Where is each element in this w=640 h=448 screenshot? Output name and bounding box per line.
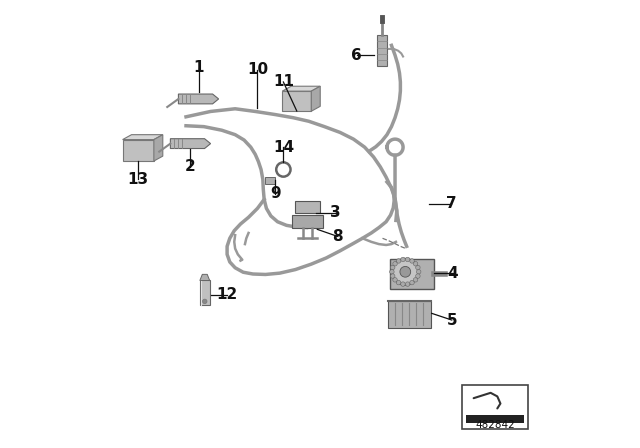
Polygon shape — [170, 139, 211, 149]
Text: 3: 3 — [330, 205, 341, 220]
Text: 482842: 482842 — [475, 420, 515, 430]
Circle shape — [415, 265, 420, 270]
Text: 10: 10 — [247, 62, 268, 78]
Circle shape — [396, 259, 401, 263]
Circle shape — [405, 257, 410, 262]
Polygon shape — [123, 140, 154, 161]
Circle shape — [390, 274, 395, 278]
Circle shape — [415, 274, 420, 278]
Text: 7: 7 — [445, 196, 456, 211]
Circle shape — [413, 262, 418, 266]
Circle shape — [393, 262, 397, 266]
Circle shape — [396, 280, 401, 285]
Text: 6: 6 — [351, 47, 362, 63]
Circle shape — [401, 257, 405, 262]
Text: 14: 14 — [273, 140, 294, 155]
Circle shape — [390, 265, 395, 270]
Circle shape — [390, 270, 394, 274]
Circle shape — [417, 270, 421, 274]
Polygon shape — [200, 274, 210, 280]
Bar — [200, 280, 210, 305]
Circle shape — [410, 259, 414, 263]
Bar — [377, 35, 387, 66]
Bar — [264, 177, 275, 184]
Polygon shape — [179, 94, 219, 104]
Circle shape — [202, 299, 207, 304]
Text: 2: 2 — [185, 159, 196, 174]
Polygon shape — [123, 135, 163, 140]
Text: 9: 9 — [270, 186, 281, 201]
Text: 11: 11 — [273, 74, 294, 90]
Circle shape — [392, 258, 419, 285]
Polygon shape — [282, 86, 320, 91]
Text: 5: 5 — [447, 313, 457, 327]
Bar — [467, 415, 524, 423]
Bar — [292, 215, 323, 228]
Circle shape — [410, 280, 414, 285]
Polygon shape — [154, 135, 163, 161]
Text: 8: 8 — [333, 229, 343, 244]
Bar — [462, 385, 528, 430]
Circle shape — [401, 282, 405, 286]
Polygon shape — [282, 91, 311, 111]
Text: 13: 13 — [127, 172, 148, 187]
Text: 4: 4 — [448, 266, 458, 280]
Bar — [390, 259, 435, 289]
Circle shape — [413, 278, 418, 282]
Text: 12: 12 — [216, 287, 237, 302]
Bar — [388, 301, 431, 327]
Circle shape — [393, 278, 397, 282]
Polygon shape — [311, 86, 320, 111]
Circle shape — [405, 282, 410, 286]
Circle shape — [400, 267, 411, 277]
Bar — [295, 202, 320, 213]
Text: 1: 1 — [193, 60, 204, 75]
